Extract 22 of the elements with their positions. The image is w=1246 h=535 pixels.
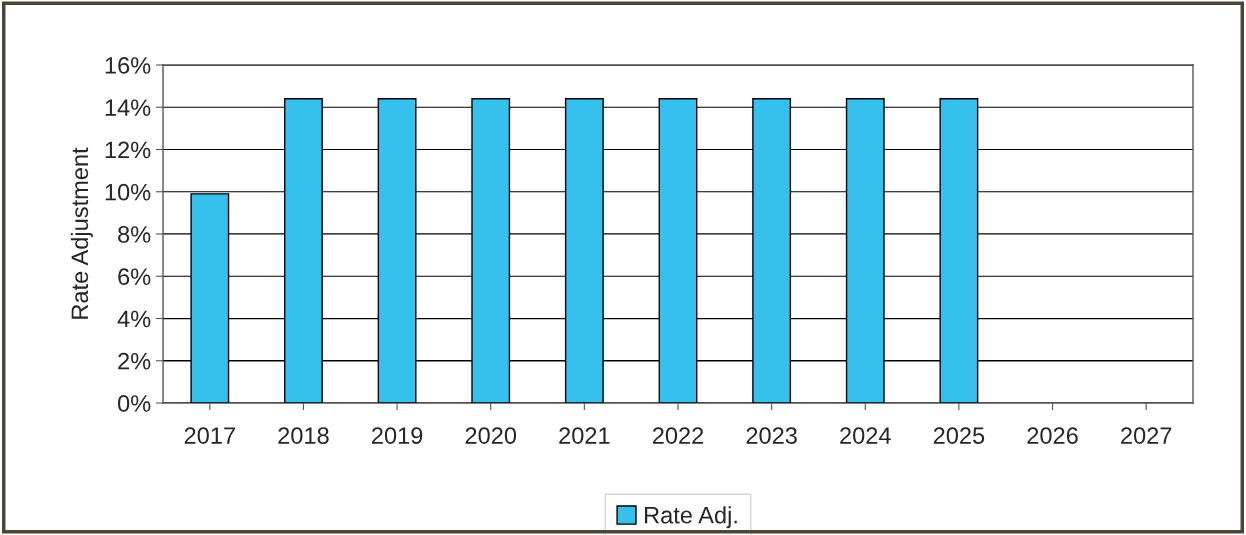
- y-tick-label: 10%: [105, 183, 151, 201]
- y-tick-label: 12%: [105, 141, 151, 159]
- y-tick-label: 16%: [105, 57, 151, 74]
- x-tick-label: 2024: [840, 427, 891, 444]
- legend-label: Rate Adj.: [645, 506, 737, 529]
- x-tick-label: 2027: [1121, 427, 1172, 444]
- y-tick-label: 8%: [118, 226, 151, 243]
- y-tick-label: 4%: [117, 310, 151, 328]
- x-tick-label: 2023: [746, 427, 797, 444]
- y-tick-label: 14%: [105, 99, 151, 116]
- x-tick-label: 2022: [652, 427, 704, 444]
- x-tick-label: 2026: [1027, 427, 1078, 444]
- y-tick-label: 2%: [118, 352, 151, 370]
- x-tick-label: 2025: [933, 427, 985, 444]
- x-tick-label: 2017: [184, 427, 235, 444]
- x-tick-label: 2019: [372, 427, 423, 444]
- x-tick-label: 2021: [559, 427, 610, 444]
- x-tick-label: 2018: [278, 427, 329, 444]
- y-tick-label: 6%: [118, 268, 151, 286]
- x-tick-label: 2020: [465, 427, 517, 444]
- y-tick-label: 0%: [117, 395, 151, 412]
- y-axis-title: Rate Adjustment: [70, 147, 93, 319]
